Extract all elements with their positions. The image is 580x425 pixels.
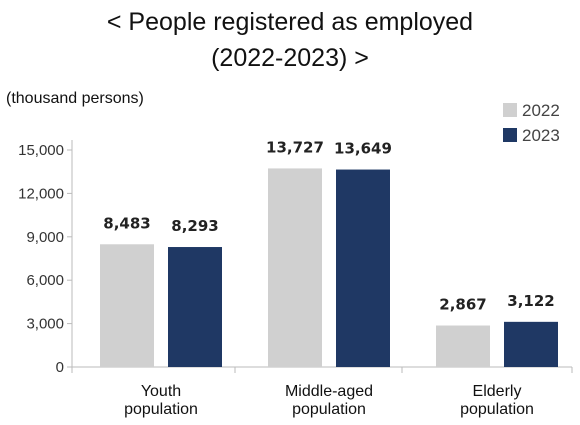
- y-tick-label: 15,000: [18, 142, 64, 159]
- y-tick-label: 9,000: [26, 229, 64, 246]
- data-label: 8,483: [103, 214, 150, 232]
- x-tick-label: population: [124, 401, 198, 418]
- x-tick-label: population: [292, 401, 366, 418]
- x-tick-label: Elderly: [473, 383, 522, 400]
- data-label: 3,122: [507, 292, 554, 310]
- bar-2022: [436, 325, 490, 367]
- data-label: 13,649: [334, 140, 392, 158]
- y-tick-label: 6,000: [26, 272, 64, 289]
- data-label: 13,727: [266, 138, 324, 156]
- data-label: 2,867: [439, 296, 486, 314]
- y-tick-label: 0: [56, 359, 64, 376]
- bar-2023: [336, 169, 390, 367]
- y-tick-label: 12,000: [18, 185, 64, 202]
- legend-label-2022: 2022: [522, 101, 560, 120]
- data-label: 8,293: [171, 217, 218, 235]
- bar-2022: [100, 244, 154, 367]
- unit-label: (thousand persons): [6, 90, 144, 107]
- legend-swatch-2022: [503, 103, 517, 117]
- chart-title-line-2: (2022-2023) >: [211, 44, 369, 72]
- x-tick-label: Youth: [141, 383, 181, 400]
- bar-2023: [504, 321, 558, 367]
- y-tick-label: 3,000: [26, 316, 64, 333]
- chart-title-line-1: < People registered as employed: [106, 8, 474, 36]
- legend-swatch-2023: [503, 128, 517, 142]
- bar-2022: [268, 168, 322, 367]
- bar-2023: [168, 247, 222, 367]
- x-tick-label: Middle-aged: [285, 383, 373, 400]
- legend-label-2023: 2023: [522, 126, 560, 145]
- x-tick-label: population: [460, 401, 534, 418]
